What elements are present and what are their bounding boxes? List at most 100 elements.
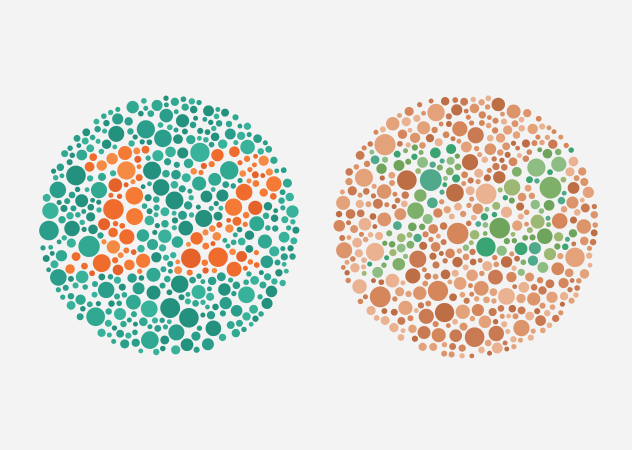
figure-dot bbox=[259, 188, 268, 197]
background-dot bbox=[145, 155, 151, 161]
background-dot bbox=[69, 152, 76, 159]
background-dot bbox=[269, 246, 280, 257]
background-dot bbox=[262, 212, 270, 220]
background-dot bbox=[408, 324, 417, 334]
background-dot bbox=[433, 208, 443, 218]
background-dot bbox=[369, 213, 377, 220]
figure-dot bbox=[542, 148, 553, 159]
figure-dot bbox=[190, 168, 197, 175]
background-dot bbox=[511, 120, 519, 128]
figure-dot bbox=[108, 178, 123, 192]
figure-dot bbox=[554, 148, 562, 156]
figure-dot bbox=[202, 242, 210, 250]
background-dot bbox=[475, 183, 497, 205]
background-dot bbox=[344, 270, 350, 276]
background-dot bbox=[449, 293, 457, 302]
background-dot bbox=[538, 286, 547, 295]
background-dot bbox=[429, 252, 437, 260]
background-dot bbox=[422, 280, 429, 287]
background-dot bbox=[163, 102, 169, 108]
figure-dot bbox=[247, 166, 253, 173]
background-dot bbox=[136, 229, 150, 242]
background-dot bbox=[62, 284, 69, 291]
background-dot bbox=[153, 204, 160, 211]
background-dot bbox=[486, 134, 494, 142]
background-dot bbox=[78, 235, 100, 258]
background-dot bbox=[258, 311, 264, 317]
figure-dot bbox=[520, 259, 527, 266]
background-dot bbox=[116, 300, 122, 307]
background-dot bbox=[262, 140, 268, 146]
figure-dot bbox=[116, 193, 123, 199]
background-dot bbox=[237, 123, 243, 129]
background-dot bbox=[153, 212, 159, 218]
background-dot bbox=[178, 220, 194, 236]
background-dot bbox=[231, 328, 241, 338]
background-dot bbox=[233, 139, 239, 146]
background-dot bbox=[477, 258, 483, 263]
background-dot bbox=[516, 152, 522, 159]
background-dot bbox=[146, 208, 153, 215]
background-dot bbox=[510, 336, 517, 343]
figure-dot bbox=[98, 218, 111, 231]
background-dot bbox=[151, 317, 159, 324]
background-dot bbox=[438, 250, 444, 256]
figure-dot bbox=[562, 243, 569, 251]
background-dot bbox=[68, 191, 76, 199]
background-dot bbox=[362, 236, 369, 243]
background-dot bbox=[455, 304, 470, 319]
background-dot bbox=[81, 209, 87, 215]
background-dot bbox=[381, 308, 388, 315]
background-dot bbox=[163, 158, 172, 166]
background-dot bbox=[472, 203, 484, 215]
background-dot bbox=[400, 328, 406, 334]
background-dot bbox=[101, 139, 112, 149]
figure-dot bbox=[469, 229, 480, 240]
background-dot bbox=[258, 270, 264, 276]
background-dot bbox=[335, 210, 343, 218]
figure-dot bbox=[84, 161, 95, 172]
background-dot bbox=[401, 191, 410, 199]
background-dot bbox=[527, 334, 534, 341]
background-dot bbox=[215, 120, 223, 127]
background-dot bbox=[187, 188, 193, 194]
background-dot bbox=[52, 174, 59, 181]
figure-dot bbox=[462, 244, 470, 251]
figure-dot bbox=[418, 149, 424, 155]
background-dot bbox=[535, 315, 546, 326]
background-dot bbox=[417, 102, 423, 108]
background-dot bbox=[204, 129, 211, 135]
background-dot bbox=[221, 108, 230, 117]
background-dot bbox=[232, 281, 241, 290]
background-dot bbox=[377, 212, 392, 227]
figure-dot bbox=[175, 259, 181, 265]
background-dot bbox=[86, 175, 94, 182]
figure-dot bbox=[545, 215, 551, 221]
figure-dot bbox=[561, 190, 567, 196]
figure-dot bbox=[484, 206, 490, 212]
background-dot bbox=[347, 186, 357, 196]
background-dot bbox=[485, 122, 492, 129]
figure-dot bbox=[396, 233, 406, 243]
background-dot bbox=[244, 230, 255, 240]
background-dot bbox=[580, 177, 589, 187]
background-dot bbox=[592, 222, 598, 228]
background-dot bbox=[356, 209, 365, 218]
background-dot bbox=[89, 134, 96, 141]
background-dot bbox=[516, 202, 525, 211]
background-dot bbox=[574, 285, 581, 291]
background-dot bbox=[225, 120, 233, 128]
figure-dot bbox=[564, 236, 570, 242]
figure-dot bbox=[527, 255, 539, 266]
background-dot bbox=[125, 332, 132, 339]
background-dot bbox=[238, 286, 255, 304]
background-dot bbox=[159, 108, 174, 123]
background-dot bbox=[452, 97, 459, 103]
background-dot bbox=[421, 110, 426, 116]
background-dot bbox=[497, 149, 504, 156]
figure-dot bbox=[389, 248, 397, 257]
background-dot bbox=[115, 106, 121, 113]
background-dot bbox=[346, 220, 352, 226]
background-dot bbox=[350, 263, 360, 273]
background-dot bbox=[469, 315, 476, 322]
